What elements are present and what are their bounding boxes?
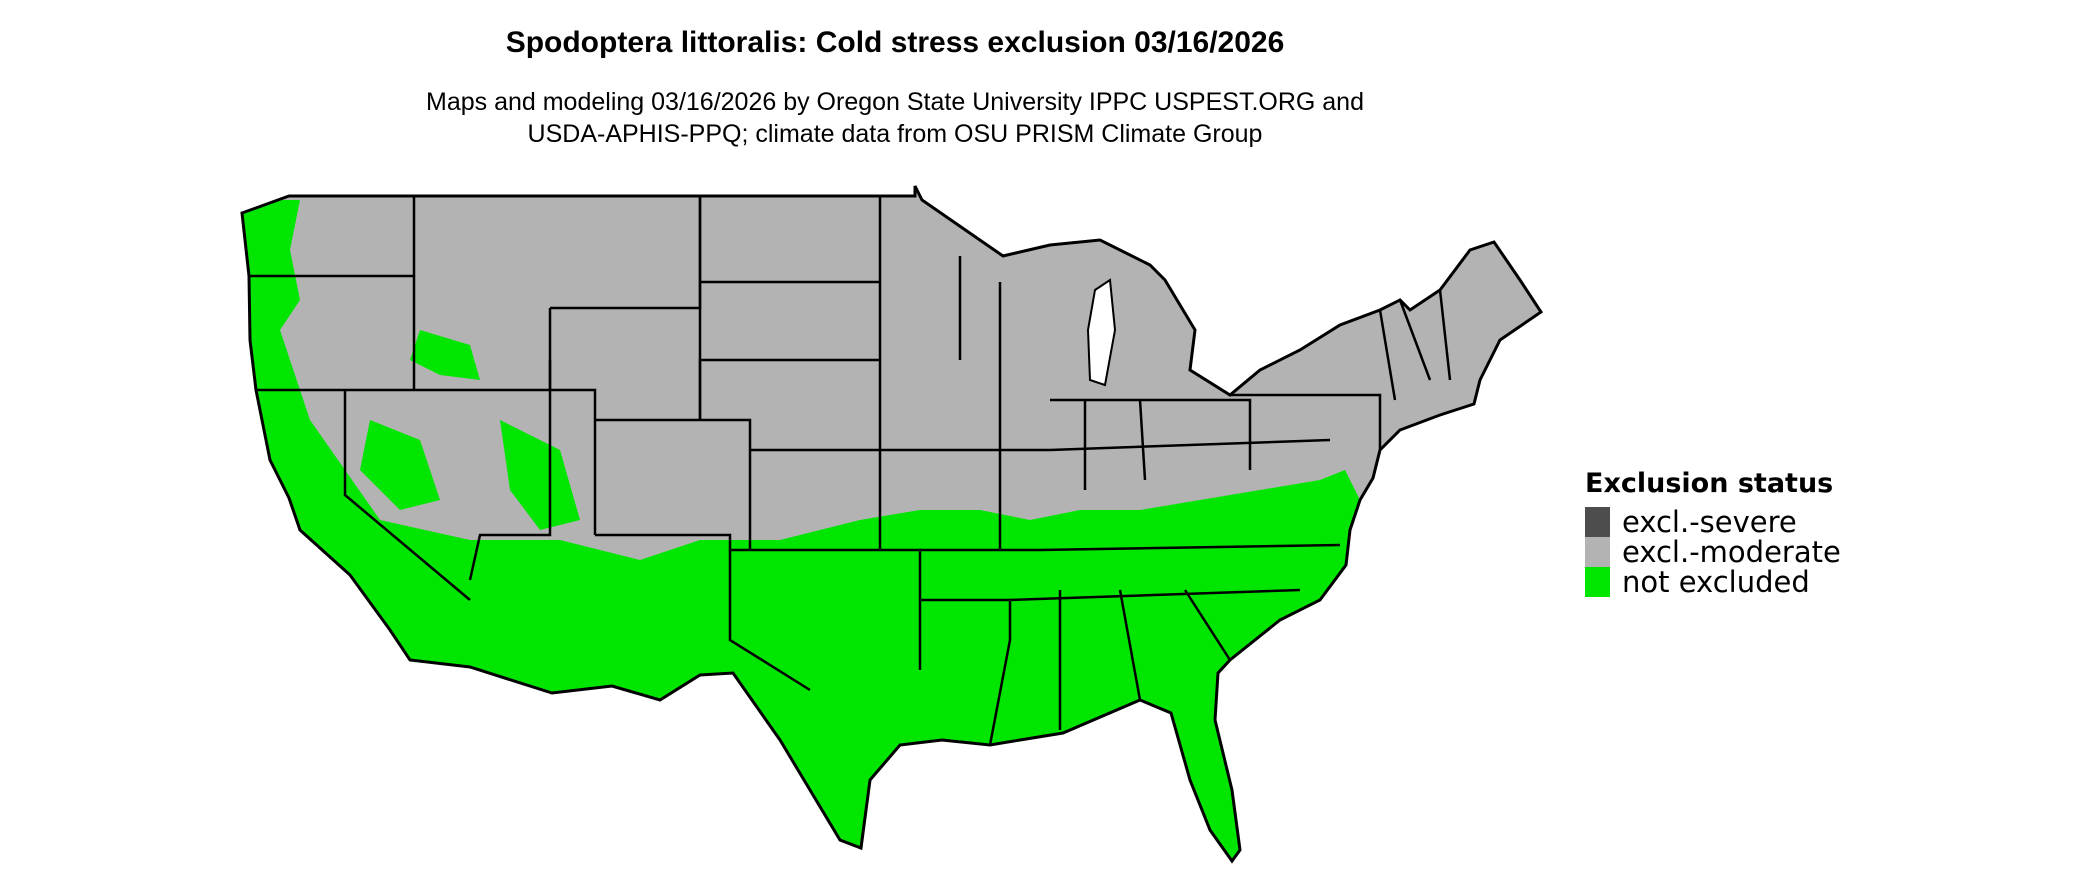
map-subtitle: Maps and modeling 03/16/2026 by Oregon S… <box>0 86 1790 150</box>
not-excluded-patch-idaho <box>410 330 480 380</box>
not-excluded-patch-nevada <box>360 420 440 510</box>
legend-label: not excluded <box>1622 565 1810 599</box>
map-title: Spodoptera littoralis: Cold stress exclu… <box>505 26 1285 59</box>
legend-item-not-excluded: not excluded <box>1585 567 1841 597</box>
state-borders <box>249 196 1452 746</box>
legend-item-moderate: excl.-moderate <box>1585 537 1841 567</box>
legend-item-severe: excl.-severe <box>1585 507 1841 537</box>
legend-swatch-not-excluded <box>1585 567 1610 597</box>
legend-swatch-severe <box>1585 507 1610 537</box>
legend: Exclusion status excl.-severe excl.-mode… <box>1585 468 1841 597</box>
legend-label: excl.-moderate <box>1622 535 1841 569</box>
legend-label: excl.-severe <box>1622 505 1797 539</box>
lake-michigan <box>1086 278 1117 387</box>
subtitle-line-1: Maps and modeling 03/16/2026 by Oregon S… <box>426 88 1364 116</box>
us-outline <box>240 185 1544 864</box>
legend-title: Exclusion status <box>1585 468 1834 499</box>
legend-swatch-moderate <box>1585 537 1610 567</box>
subtitle-line-2: USDA-APHIS-PPQ; climate data from OSU PR… <box>527 120 1263 148</box>
not-excluded-patch-utah <box>500 420 580 530</box>
